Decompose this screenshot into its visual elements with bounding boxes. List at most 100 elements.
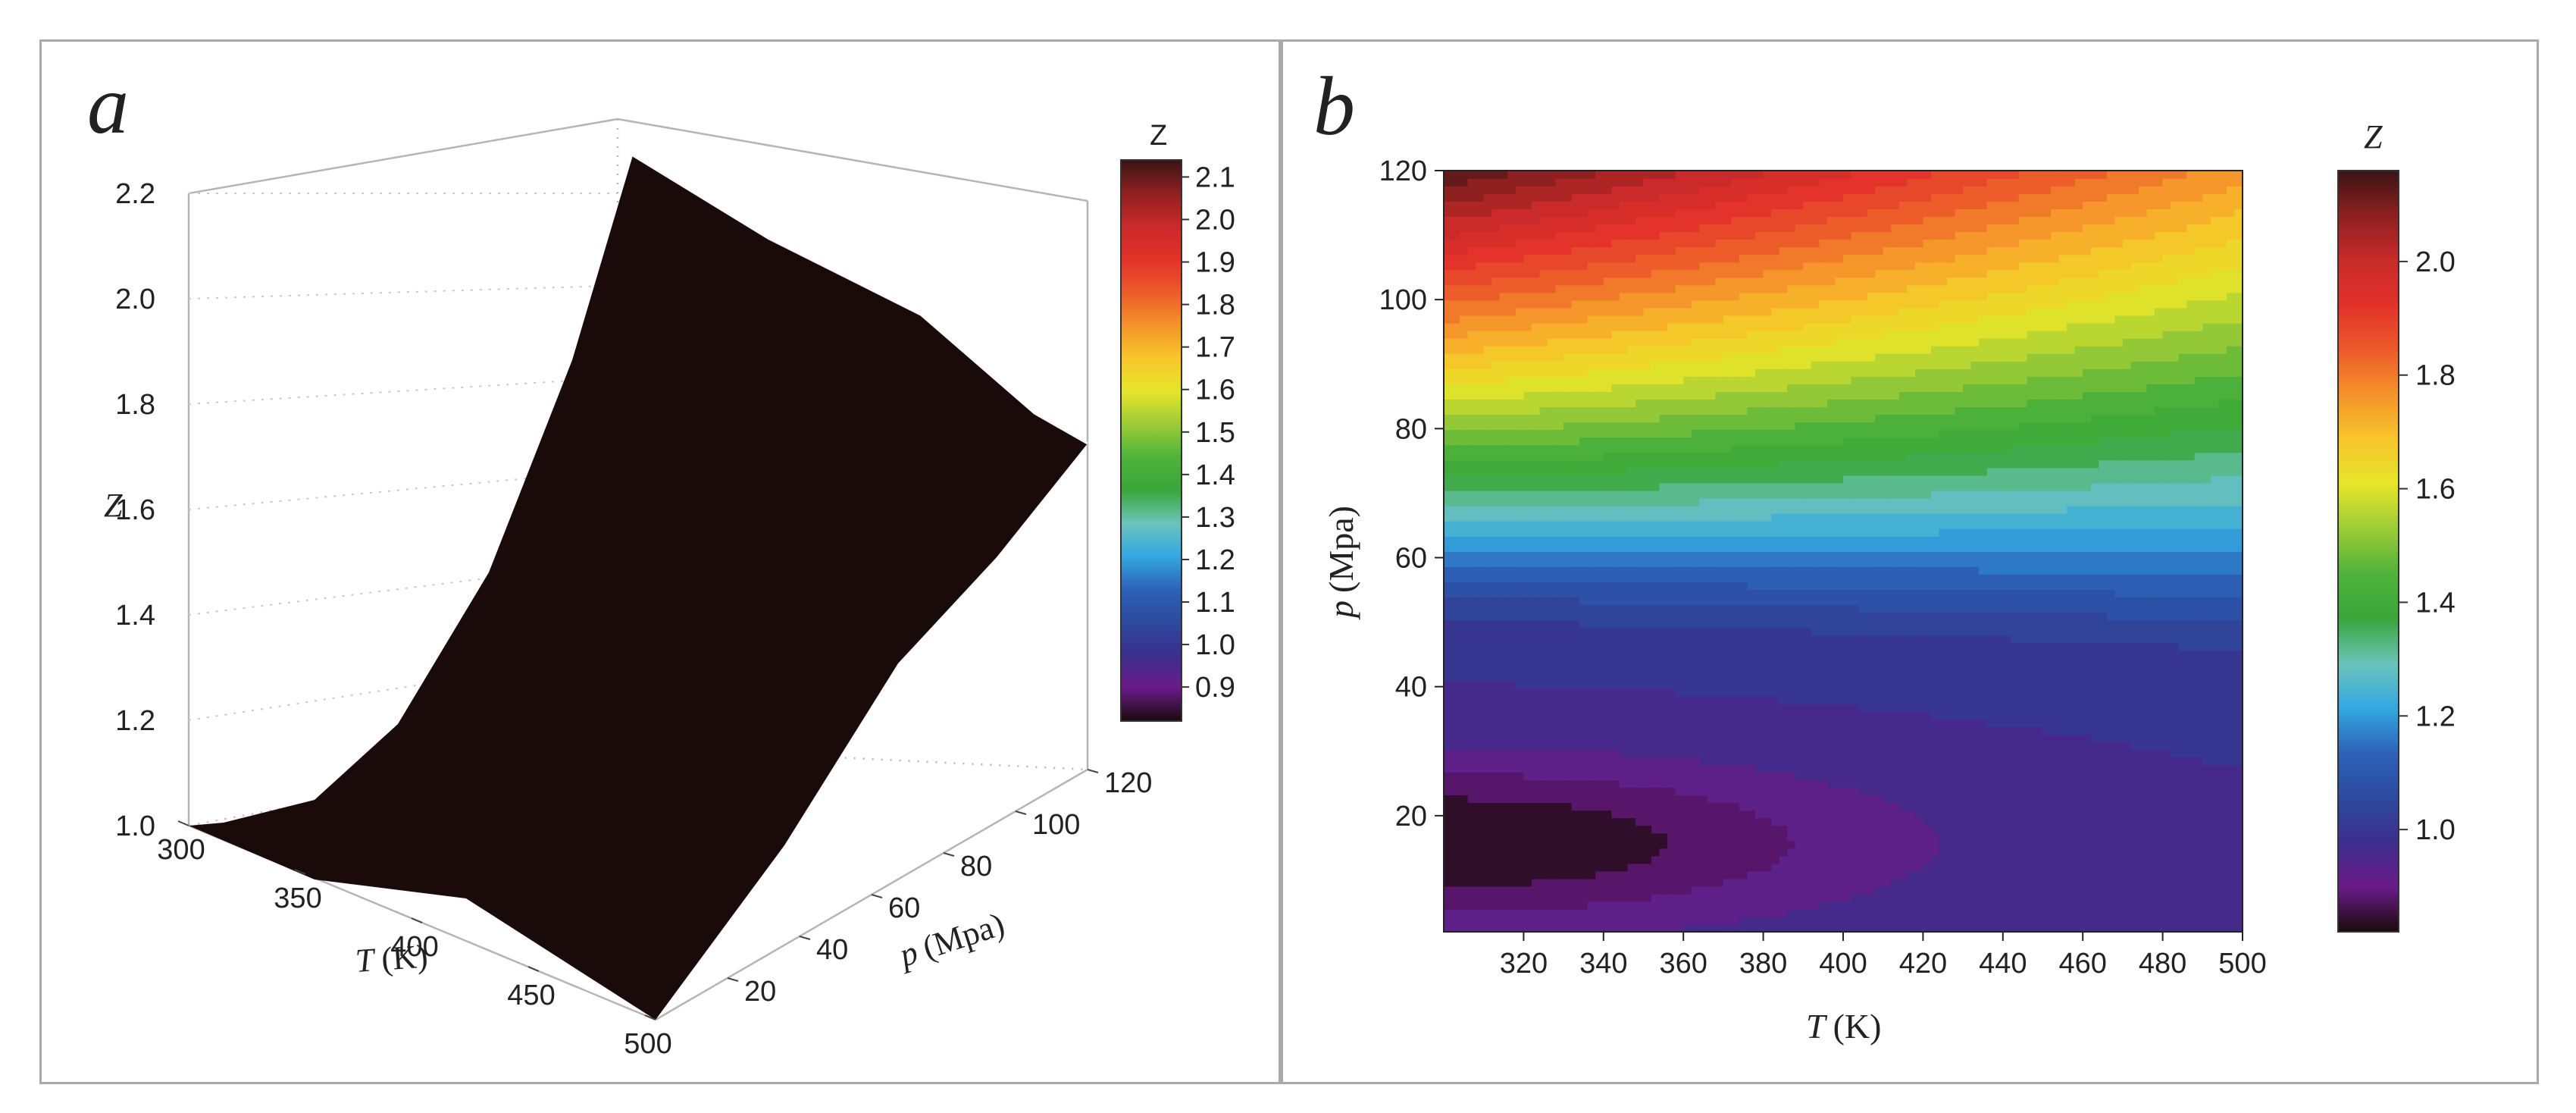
contour-cell [1819,733,1828,742]
contour-cell [1651,870,1660,879]
contour-cell [1635,246,1645,256]
contour-cell [1627,269,1636,278]
contour-cell [1507,612,1516,621]
contour-cell [1548,429,1557,438]
contour-cell [1619,657,1629,666]
contour-cell [1571,825,1580,834]
contour-cell [1531,597,1541,606]
contour-cell [1523,764,1532,773]
contour-cell [1619,330,1629,339]
contour-cell [1755,337,1764,346]
contour-cell [1723,452,1732,461]
contour-cell [1555,916,1564,925]
contour-cell [1507,239,1516,248]
contour-cell [1579,589,1588,598]
contour-cell [1611,330,1620,339]
contour-cell [1675,497,1684,506]
contour-cell [1563,665,1573,674]
contour-cell [1795,764,1804,773]
contour-cell [1555,467,1564,476]
contour-cell [1675,589,1684,598]
contour-cell [1451,459,1460,469]
contour-cell [1555,269,1564,278]
contour-cell [1555,422,1564,431]
contour-cell [1779,322,1789,331]
contour-cell [1555,551,1564,560]
contour-cell [1603,292,1613,301]
contour-cell [1691,726,1701,735]
contour-cell [1707,733,1717,742]
contour-cell [1739,612,1748,621]
contour-cell [1595,444,1604,453]
contour-cell [1548,802,1557,811]
contour-cell [1579,566,1588,575]
contour-cell [1595,497,1604,506]
contour-cell [1611,216,1620,225]
contour-cell [1627,832,1636,842]
contour-cell [1659,779,1668,789]
contour-cell [1579,848,1588,857]
contour-cell [1460,361,1469,369]
contour-cell [1491,178,1501,187]
contour-cell [1715,642,1724,651]
contour-cell [1595,733,1604,742]
contour-cell [1523,832,1532,842]
contour-cell [1803,475,1812,484]
contour-cell [1595,772,1604,780]
contour-cell [1763,810,1772,819]
contour-cell [1467,863,1476,872]
contour-cell [1707,582,1717,590]
contour-cell [1563,246,1573,256]
contour-cell [1635,901,1645,910]
contour-cell [1803,284,1812,293]
contour-cell [1691,582,1701,590]
contour-cell [1476,535,1485,544]
contour-cell [1460,422,1469,431]
contour-cell [1451,855,1460,864]
contour-cell [1675,619,1684,629]
contour-cell [1531,505,1541,514]
contour-cell [1603,459,1613,469]
contour-cell [1587,475,1597,484]
contour-cell [1539,414,1548,423]
contour-cell [1507,916,1516,925]
contour-cell [1635,741,1645,750]
contour-cell [1627,361,1636,369]
contour-cell [1587,224,1597,233]
contour-cell [1460,391,1469,400]
contour-cell [1579,604,1588,613]
contour-cell [1811,589,1820,598]
contour-cell [1563,642,1573,651]
contour-cell [1699,680,1708,689]
contour-cell [1467,315,1476,324]
contour-cell [1531,908,1541,917]
contour-cell [1460,490,1469,499]
contour-cell [1667,718,1676,727]
contour-cell [1627,178,1636,187]
contour-cell [1819,353,1828,362]
contour-cell [1451,299,1460,309]
contour-cell [1539,612,1548,621]
contour-cell [1691,749,1701,757]
contour-cell [1731,535,1740,544]
contour-cell [1587,923,1597,932]
contour-cell [1523,505,1532,514]
contour-cell [1619,757,1629,765]
contour-cell [1467,284,1476,293]
contour-cell [1659,916,1668,925]
contour-cell [1779,916,1789,925]
contour-cell [1548,239,1557,248]
contour-cell [1651,673,1660,682]
contour-cell [1579,908,1588,917]
contour-cell [1531,201,1541,209]
contour-cell [1683,193,1692,202]
contour-cell [1659,307,1668,316]
contour-cell [1811,757,1820,765]
contour-cell [1819,779,1828,789]
contour-cell [1563,840,1573,849]
contour-cell [1763,718,1772,727]
contour-cell [1826,642,1836,651]
contour-cell [1483,665,1493,674]
contour-cell [1747,239,1756,248]
contour-cell [1579,513,1588,522]
